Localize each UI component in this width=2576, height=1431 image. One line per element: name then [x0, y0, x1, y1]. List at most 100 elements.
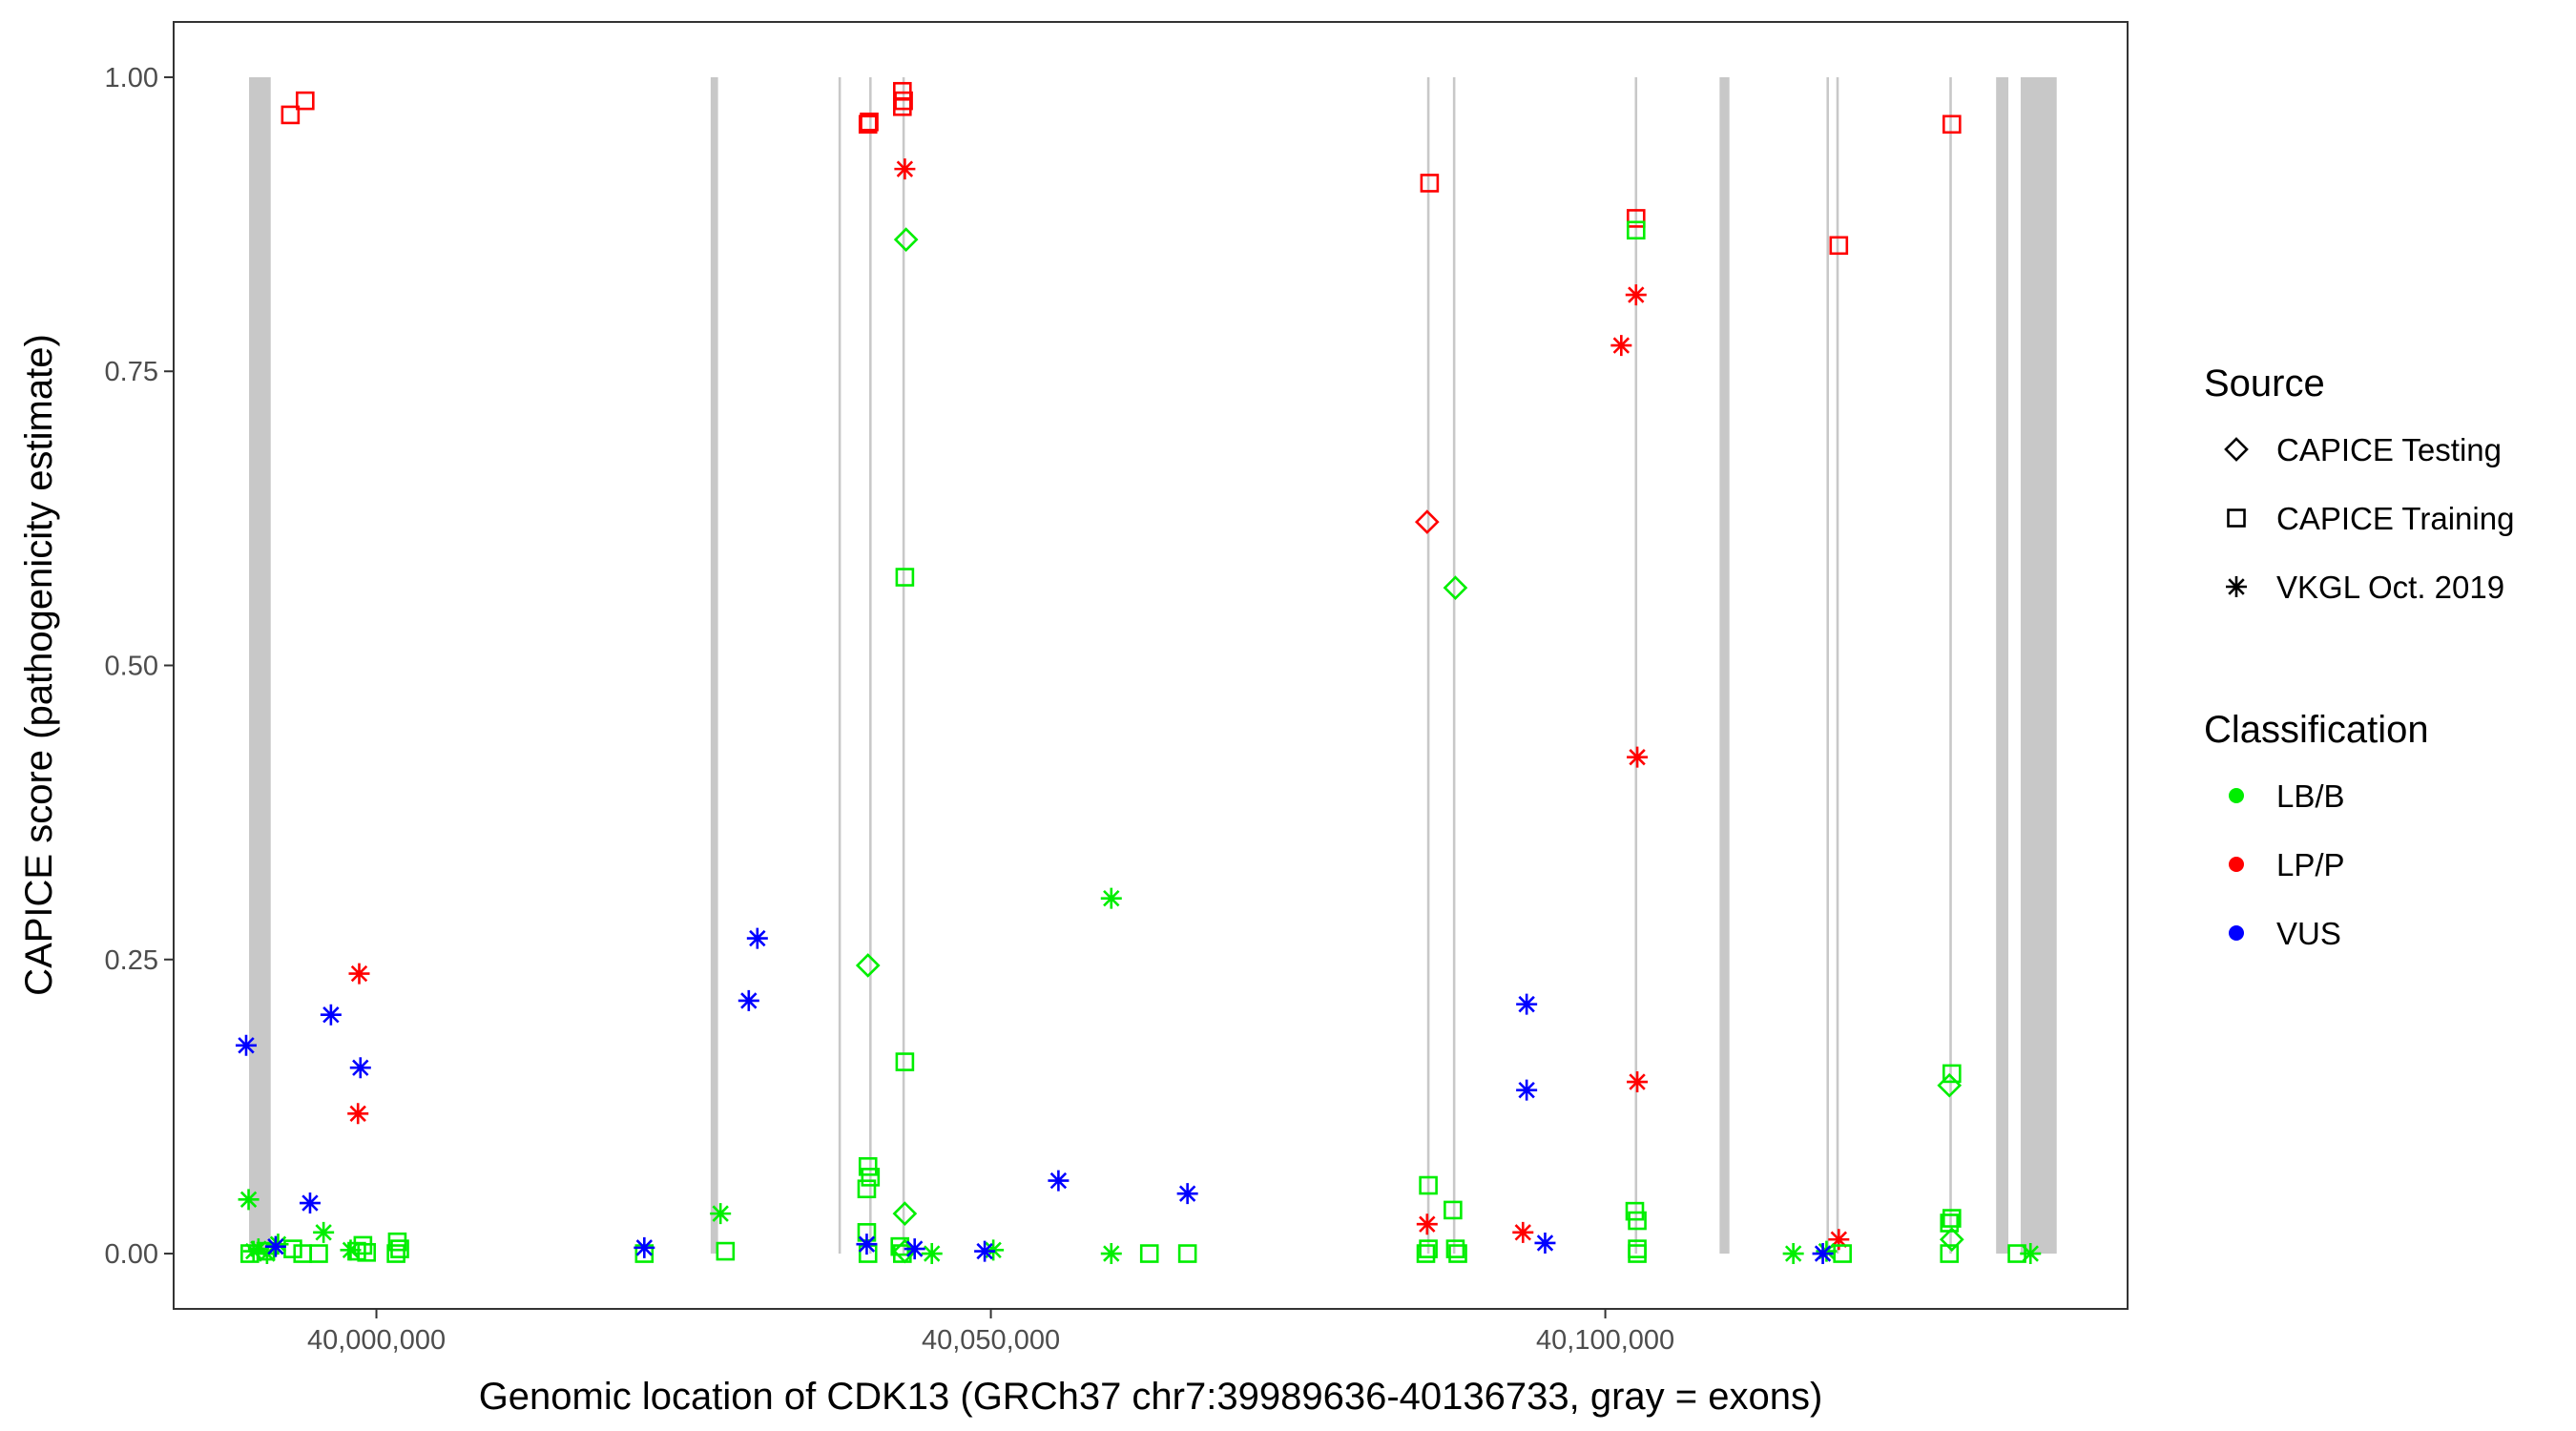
data-point	[921, 1243, 943, 1265]
data-point	[1626, 220, 1646, 240]
data-points	[235, 81, 2042, 1265]
data-point	[320, 1004, 342, 1026]
x-tick-label: 40,100,000	[1536, 1325, 1674, 1356]
data-point	[1139, 1244, 1159, 1263]
legend-source-label: VKGL Oct. 2019	[2276, 570, 2504, 605]
data-point	[1419, 1175, 1438, 1195]
data-point	[1829, 236, 1849, 256]
data-point	[1512, 1221, 1534, 1243]
data-point	[1416, 1244, 1436, 1263]
data-point	[1516, 993, 1538, 1015]
exon-band-11	[1836, 76, 1839, 1255]
legend-key-asterisk	[2226, 576, 2247, 597]
legend-source-label: CAPICE Testing	[2276, 432, 2502, 467]
exon-band-7	[1452, 76, 1456, 1255]
exon-band-5	[902, 76, 905, 1255]
exon-bands	[249, 76, 2057, 1255]
exon-band-4	[869, 76, 872, 1255]
data-point	[1939, 1227, 1964, 1253]
exon-band-8	[1634, 76, 1638, 1255]
data-point	[1626, 209, 1646, 228]
y-axis-title: CAPICE score (pathogenicity estimate)	[18, 334, 60, 996]
data-point	[858, 1156, 878, 1176]
data-point	[1419, 1239, 1438, 1258]
y-tick-label: 1.00	[105, 63, 158, 93]
data-point	[1942, 114, 1962, 135]
data-point	[1443, 575, 1468, 600]
data-point	[283, 1239, 302, 1258]
data-point	[855, 953, 881, 978]
data-point	[895, 568, 915, 587]
data-point	[256, 1243, 278, 1265]
data-point	[1942, 1209, 1962, 1228]
x-axis-title: Genomic location of CDK13 (GRCh37 chr7:3…	[479, 1376, 1823, 1418]
data-point	[1610, 335, 1632, 357]
data-point	[861, 1168, 881, 1187]
data-point	[1628, 1244, 1647, 1263]
data-point	[280, 105, 301, 125]
exon-band-12	[1949, 76, 1952, 1255]
data-point	[1444, 1200, 1463, 1220]
y-axis: 0.00 0.25 0.50 0.75 1.00	[105, 63, 174, 1270]
data-point	[1177, 1244, 1197, 1263]
data-point	[1445, 1239, 1465, 1258]
exon-band-13	[1996, 76, 2009, 1255]
data-point	[1448, 1244, 1467, 1263]
data-point	[860, 113, 879, 132]
data-point	[1625, 1201, 1645, 1221]
data-point	[235, 1034, 257, 1056]
data-point	[904, 1238, 925, 1260]
data-point	[2020, 1243, 2042, 1265]
data-point	[1942, 1064, 1962, 1084]
legend-source-title: Source	[2204, 363, 2325, 404]
data-point	[357, 1243, 377, 1262]
data-point	[247, 1238, 269, 1260]
x-tick-label: 40,050,000	[922, 1325, 1060, 1356]
data-point	[1627, 746, 1649, 768]
y-tick-label: 0.25	[105, 945, 158, 976]
exon-band-6	[1426, 76, 1430, 1255]
data-point	[893, 227, 919, 252]
data-point	[1516, 1079, 1538, 1101]
data-point	[1048, 1170, 1070, 1192]
data-point	[1628, 1211, 1647, 1231]
data-point	[895, 1052, 915, 1071]
data-point	[1414, 509, 1440, 534]
data-point	[716, 1241, 736, 1261]
legend-classification-label: LB/B	[2276, 778, 2345, 814]
data-point	[1812, 1243, 1834, 1265]
data-point	[386, 1244, 405, 1263]
data-point	[296, 91, 315, 111]
y-tick-label: 0.00	[105, 1239, 158, 1270]
legend-key-dot	[2229, 788, 2244, 803]
data-point	[349, 1057, 371, 1079]
data-point	[1828, 1229, 1850, 1251]
data-point	[1833, 1244, 1852, 1263]
data-point	[340, 1239, 362, 1261]
data-point	[313, 1221, 335, 1243]
legend-key-diamond	[2224, 437, 2249, 462]
data-point	[238, 1189, 260, 1211]
exon-band-14	[2020, 76, 2057, 1255]
exon-band-10	[1826, 76, 1830, 1255]
legend-key-dot	[2229, 925, 2244, 941]
data-point	[264, 1235, 286, 1257]
data-point	[1420, 174, 1440, 193]
data-point	[746, 927, 768, 949]
data-point	[894, 158, 916, 180]
data-point	[737, 989, 759, 1011]
data-point	[856, 1234, 878, 1255]
data-point	[309, 1244, 328, 1263]
data-point	[1100, 1243, 1122, 1265]
legend-key-square	[2227, 508, 2246, 528]
legend-classification-label: VUS	[2276, 916, 2341, 951]
data-point	[1627, 1071, 1649, 1093]
data-point	[390, 1239, 409, 1258]
data-point	[1176, 1183, 1198, 1205]
legend-source-label: CAPICE Training	[2276, 501, 2514, 536]
exon-band-9	[1719, 76, 1730, 1255]
exon-band-2	[710, 76, 718, 1255]
x-tick-label: 40,000,000	[307, 1325, 446, 1356]
